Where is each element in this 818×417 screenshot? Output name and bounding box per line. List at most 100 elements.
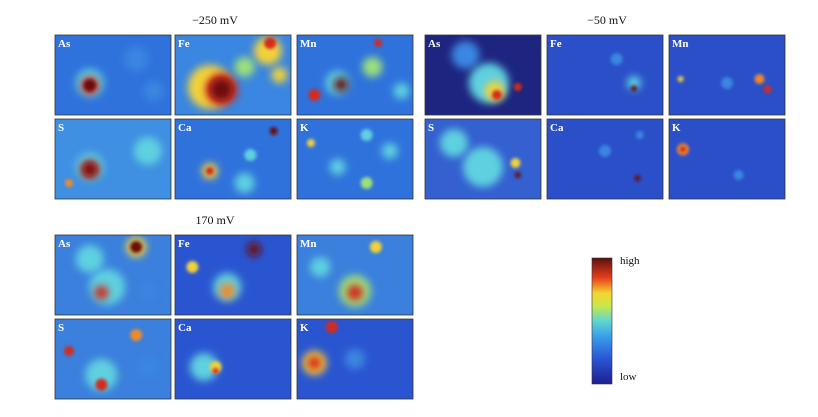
map-spot: [627, 76, 641, 90]
map-panel: [669, 119, 785, 199]
map-spot: [219, 283, 236, 299]
map-spot: [345, 349, 365, 369]
map-spot: [209, 361, 222, 373]
map-spot: [143, 81, 164, 101]
map-spot: [210, 78, 233, 101]
map-background: [297, 35, 413, 115]
map-panel: [297, 35, 413, 115]
map-spot: [307, 356, 322, 370]
map-panel: [669, 35, 785, 115]
map-frame: [174, 318, 292, 400]
map-spot: [94, 285, 109, 300]
panel-label: As: [58, 38, 71, 50]
map-spot: [85, 359, 118, 391]
colorbar-high: high: [620, 255, 640, 267]
map-frame: [296, 318, 414, 400]
panel-label: Mn: [300, 238, 317, 250]
map-spot: [381, 143, 398, 159]
panel-label: As: [58, 238, 71, 250]
map-frame: [546, 34, 664, 116]
map-spot: [374, 39, 383, 47]
map-spot: [677, 76, 684, 82]
map-spot: [130, 329, 143, 341]
panel-label: K: [300, 322, 309, 334]
map-spot: [754, 74, 765, 84]
map-frame: [174, 234, 292, 316]
map-spot: [310, 257, 331, 277]
panel-label: Fe: [178, 238, 190, 250]
panel-label: Ca: [178, 322, 192, 334]
map-spot: [190, 353, 218, 381]
map-spot: [64, 179, 73, 187]
map-spot: [721, 77, 733, 89]
map-background: [175, 319, 291, 399]
map-spot: [75, 245, 104, 273]
map-spot: [63, 346, 74, 356]
map-background: [669, 119, 785, 199]
map-spot: [139, 283, 156, 299]
map-spot: [733, 170, 744, 180]
colorbar: [591, 257, 613, 385]
map-frame: [668, 34, 786, 116]
map-spot: [264, 37, 277, 49]
map-panel: [425, 119, 541, 199]
map-panel: [425, 35, 541, 115]
map-spot: [205, 167, 214, 175]
map-spot: [763, 85, 772, 94]
map-spot: [610, 53, 623, 65]
map-spot: [124, 47, 149, 71]
map-frame: [54, 118, 172, 200]
map-frame: [54, 318, 172, 400]
map-spot: [679, 146, 686, 153]
map-spot: [234, 173, 255, 193]
panel-label: As: [428, 38, 441, 50]
map-panel: [55, 119, 171, 199]
map-spot: [510, 158, 521, 168]
panel-label: Fe: [550, 38, 562, 50]
map-spot: [440, 129, 468, 157]
map-spot: [269, 127, 278, 135]
map-spot: [186, 261, 199, 273]
map-spot: [463, 147, 503, 187]
group-title: −50 mV: [587, 13, 627, 27]
map-spot: [514, 172, 521, 178]
map-panel: [175, 119, 291, 199]
map-spot: [271, 67, 288, 83]
map-panel: [547, 119, 663, 199]
panel-label: S: [58, 322, 64, 334]
map-spot: [362, 57, 383, 77]
map-frame: [174, 34, 292, 116]
map-spot: [329, 159, 346, 175]
map-spot: [393, 83, 410, 99]
map-spot: [634, 175, 641, 182]
panel-label: K: [300, 122, 309, 134]
map-spot: [369, 241, 382, 253]
panel-label: S: [58, 122, 64, 134]
map-frame: [54, 234, 172, 316]
map-spot: [244, 149, 257, 161]
map-panel: [55, 35, 171, 115]
map-frame: [668, 118, 786, 200]
group-title: −250 mV: [192, 13, 238, 27]
panel-label: Ca: [178, 122, 192, 134]
map-panel: [175, 235, 291, 315]
map-spot: [360, 129, 373, 141]
map-spot: [635, 131, 644, 139]
map-frame: [54, 34, 172, 116]
map-frame: [546, 118, 664, 200]
map-panel: [55, 319, 171, 399]
map-spot: [451, 41, 480, 69]
map-spot: [133, 137, 162, 165]
map-panel: [55, 235, 171, 315]
panel-label: Mn: [300, 38, 317, 50]
map-frame: [174, 118, 292, 200]
map-panel: [297, 235, 413, 315]
map-frame: [296, 234, 414, 316]
map-spot: [82, 162, 97, 177]
map-panel: [297, 119, 413, 199]
map-spot: [491, 90, 502, 100]
map-frame: [296, 34, 414, 116]
map-spot: [631, 85, 637, 92]
map-background: [547, 35, 663, 115]
